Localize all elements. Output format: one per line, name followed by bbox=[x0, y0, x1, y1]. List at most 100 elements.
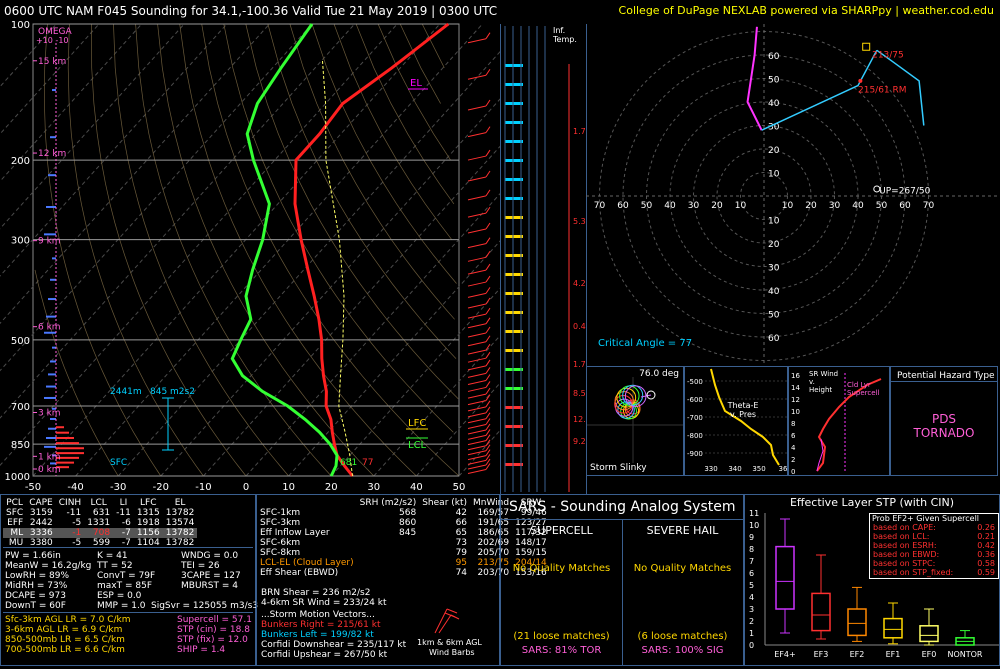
lapse-line: 850-500mb LR = 6.5 C/km bbox=[5, 635, 125, 645]
misc-right-line: WNDG = 0.0 bbox=[181, 551, 239, 561]
barbs-label2: Wind Barbs bbox=[429, 648, 475, 657]
kin-cell: LCL-EL (Cloud Layer) bbox=[260, 558, 354, 568]
wind-barb-flag bbox=[485, 68, 491, 76]
stp-y-label: 1 bbox=[749, 629, 754, 638]
wind-barb-flag bbox=[485, 454, 491, 461]
wind-barb bbox=[467, 105, 487, 111]
parcel-header: EL bbox=[174, 498, 186, 508]
stp-y-label: 5 bbox=[749, 581, 754, 590]
wind-barb-flag bbox=[485, 317, 491, 325]
storm-slinky-panel: 76.0 deg Storm Slinky bbox=[586, 366, 684, 476]
kin-header: MnWind bbox=[473, 498, 510, 508]
theta-y-label: -500 bbox=[687, 378, 703, 386]
infl-bar bbox=[505, 330, 523, 333]
prob-label: based on STP_fixed: bbox=[873, 568, 954, 577]
wind-barb-flag bbox=[485, 458, 491, 466]
temp-tick-label: -40 bbox=[67, 482, 83, 493]
parcel-cell: MU bbox=[8, 538, 24, 548]
prob-value: 0.58 bbox=[977, 559, 995, 568]
comp-line: Supercell = 57.1 bbox=[177, 615, 252, 625]
wind-barb-flag bbox=[485, 343, 491, 351]
kin-cell: 860 bbox=[399, 518, 417, 528]
kin-cell bbox=[357, 548, 420, 558]
stp-y-label: 9 bbox=[749, 533, 754, 542]
hodo-x-label: 10 bbox=[735, 201, 747, 211]
wind-barb bbox=[467, 372, 487, 378]
wind-barb bbox=[467, 313, 487, 319]
wind-barb-flag bbox=[485, 400, 491, 408]
sfc-temp-label: 77 bbox=[362, 458, 373, 468]
wind-barb-flag bbox=[485, 32, 491, 39]
prob-value: 0.59 bbox=[977, 568, 995, 577]
infl-bar bbox=[505, 102, 523, 105]
wind-barb-flag bbox=[485, 251, 491, 258]
infl-bar bbox=[505, 349, 523, 352]
wind-barb-flag bbox=[485, 367, 491, 374]
wind-barb bbox=[467, 393, 487, 399]
wind-barb-flag bbox=[485, 449, 491, 456]
kin-header: SRH (m2/s2) bbox=[359, 498, 417, 508]
hodograph: 70 60 50 40 30 20 10 10 20 30 40 50 60 70605040302010… bbox=[586, 24, 998, 364]
srw-y-label: 8 bbox=[791, 420, 795, 428]
wind-barb bbox=[467, 269, 487, 275]
height-label: 9 km bbox=[38, 237, 61, 247]
kin-header: Shear (kt) bbox=[422, 498, 468, 508]
wind-barbs-icon bbox=[434, 608, 460, 634]
isotherm-line bbox=[0, 23, 100, 135]
wind-barb-flag bbox=[485, 444, 491, 452]
srw-legend: Cld Lyr Supercell bbox=[847, 381, 880, 397]
srw-y-label: 16 bbox=[791, 372, 800, 380]
temp-tick-label: 40 bbox=[410, 482, 423, 493]
kin-cell: 568 bbox=[399, 508, 417, 518]
wind-barb bbox=[467, 386, 487, 392]
kin-cell: 99/46 bbox=[520, 508, 547, 518]
theta-x-label: 340 bbox=[728, 465, 741, 473]
kin-header bbox=[257, 498, 357, 508]
wind-barb bbox=[467, 323, 487, 329]
kin-row: SFC-1km 568 42 169/57 99/46 bbox=[257, 508, 550, 518]
infl-bar bbox=[505, 64, 523, 67]
pressure-tick-label: 500 bbox=[11, 336, 30, 347]
parcel-cell: 1918 bbox=[136, 518, 160, 528]
misc-left: PW = 1.66in MeanW = 16.2g/kg LowRH = 89% Mi… bbox=[5, 551, 91, 611]
infl-bar bbox=[505, 159, 523, 162]
kin-cell: 845 bbox=[399, 528, 417, 538]
inflow-column: 1.7 5.3 4.2 0.4 1.7 8.5 12.5 9.2 Inf. Temp. bbox=[500, 24, 591, 494]
prob-row: based on ESRH: 0.42 bbox=[870, 541, 998, 550]
slinky-title: Storm Slinky bbox=[590, 463, 647, 473]
kin-cell: 123/27 bbox=[515, 518, 547, 528]
hodo-y-label: 30 bbox=[768, 123, 780, 133]
height-label: 6 km bbox=[38, 323, 61, 333]
wind-barb-flag bbox=[485, 434, 491, 441]
stp-y-label: 4 bbox=[749, 593, 754, 602]
srw-y-label: 12 bbox=[791, 396, 800, 404]
parcel-row: SFC 3159 -11 631 -11 1315 13782 bbox=[3, 508, 197, 518]
wind-barb-flag bbox=[485, 387, 491, 395]
parcel-row: MU 3380 -5 599 -7 1104 13782 bbox=[3, 538, 197, 548]
prob-value: 0.36 bbox=[977, 550, 995, 559]
infl-label: 9.2 bbox=[573, 437, 586, 446]
infl-label: 4.2 bbox=[573, 279, 586, 288]
height-label: 1 km bbox=[38, 452, 61, 462]
isotherm-line bbox=[160, 98, 500, 477]
infl-bar bbox=[505, 463, 523, 466]
prob-label: based on LCL: bbox=[873, 532, 930, 541]
stp-box bbox=[847, 608, 867, 637]
sigsvr: SigSvr = 125055 m3/s3 bbox=[151, 601, 259, 611]
hodo-y-label: 30 bbox=[768, 264, 780, 274]
stp-box bbox=[775, 545, 795, 610]
hodo-ring bbox=[669, 101, 859, 291]
kin-cell: 66 bbox=[455, 518, 468, 528]
theta-profile bbox=[710, 368, 780, 466]
storm-slinky bbox=[587, 377, 683, 463]
isotherm-line bbox=[203, 145, 500, 477]
parcel-trace bbox=[321, 59, 353, 477]
isotherm-line bbox=[0, 23, 313, 372]
wind-barb-flag bbox=[485, 126, 491, 133]
stp-box bbox=[811, 592, 831, 632]
kin-cell: 186/65 bbox=[477, 528, 510, 538]
slinky-ring bbox=[614, 391, 634, 411]
wind-barb-flag bbox=[485, 423, 491, 431]
infl-bar bbox=[505, 406, 523, 409]
parcel-cell: 13782 bbox=[165, 508, 195, 518]
